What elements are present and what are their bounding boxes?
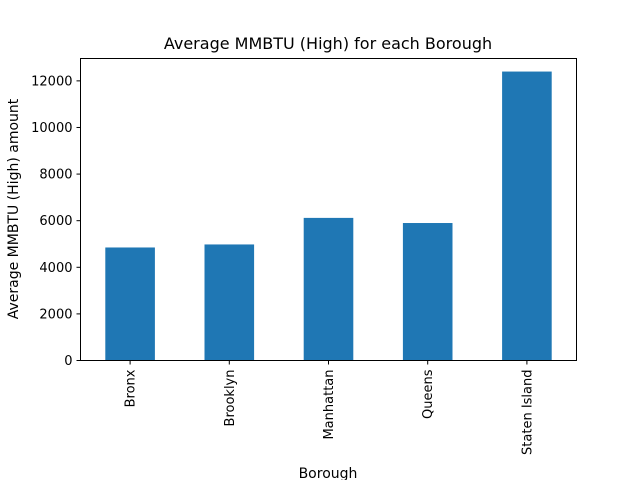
y-tick-label: 4000 — [39, 261, 72, 276]
bar-manhattan — [303, 217, 354, 361]
x-tick-label: Brooklyn — [223, 370, 238, 427]
y-tick-label: 8000 — [39, 168, 72, 183]
y-axis-label: Average MMBTU (High) amount — [6, 98, 22, 319]
y-tick-label: 2000 — [39, 307, 72, 322]
x-tick-label: Manhattan — [322, 370, 337, 440]
bar-brooklyn — [204, 244, 255, 361]
x-tick-label: Bronx — [124, 369, 139, 407]
bars-layer — [105, 71, 552, 361]
x-tick-label: Staten Island — [520, 370, 535, 455]
chart-title: Average MMBTU (High) for each Borough — [164, 34, 492, 53]
x-axis-label: Borough — [299, 466, 358, 480]
y-tick-label: 6000 — [39, 214, 72, 229]
x-tick-label: Queens — [421, 369, 436, 419]
y-tick-label: 12000 — [31, 74, 72, 89]
y-tick-label: 0 — [64, 354, 72, 369]
bar-queens — [402, 223, 453, 361]
y-tick-label: 10000 — [31, 121, 72, 136]
ticks-layer: Bronx Brooklyn Manhattan Queens Staten Islan… — [31, 74, 535, 455]
bar-bronx — [105, 247, 155, 361]
plot-frame — [80, 58, 577, 361]
bar-staten-island — [502, 71, 552, 361]
